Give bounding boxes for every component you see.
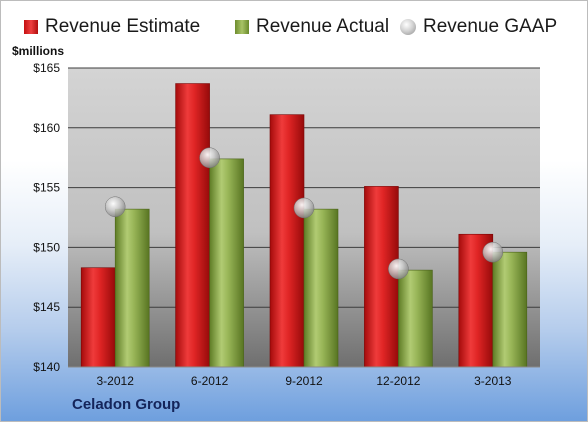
bars: [80, 83, 528, 368]
y-tick-label: $150: [33, 240, 60, 254]
bar-actual: [209, 158, 244, 368]
x-axis-ticks: 3-2012 6-2012 9-2012 12-2012 3-2013: [97, 374, 512, 388]
legend-swatch-actual: [235, 20, 249, 34]
x-tick-label: 3-2012: [97, 374, 135, 388]
gaap-marker: [199, 147, 220, 168]
legend-item-estimate: Revenue Estimate: [24, 14, 200, 40]
y-tick-label: $155: [33, 181, 60, 195]
bar-estimate: [175, 83, 210, 368]
bar-actual: [114, 208, 150, 368]
x-tick-label: 3-2013: [474, 374, 512, 388]
x-tick-label: 9-2012: [285, 374, 323, 388]
legend-swatch-estimate: [24, 20, 38, 34]
gaap-marker: [293, 197, 315, 219]
legend-item-gaap: Revenue GAAP: [400, 14, 557, 40]
y-tick-label: $145: [33, 300, 60, 314]
legend-label-actual: Revenue Actual: [256, 16, 390, 37]
legend-marker-gaap: [400, 19, 416, 35]
legend-item-actual: Revenue Actual: [235, 14, 389, 40]
gaap-markers: [104, 147, 504, 280]
y-tick-label: $165: [33, 61, 60, 75]
gaap-marker: [482, 241, 504, 263]
bar-actual: [303, 208, 339, 368]
x-tick-label: 12-2012: [376, 374, 420, 388]
gaap-marker: [104, 196, 126, 217]
legend-label-estimate: Revenue Estimate: [45, 16, 201, 37]
bar-actual: [398, 269, 433, 368]
y-axis-ticks: $140 $145 $150 $155 $160 $165: [33, 61, 60, 374]
y-tick-label: $160: [33, 121, 60, 135]
company-name: Celadon Group: [72, 396, 181, 413]
gaap-marker: [388, 258, 409, 280]
y-tick-label: $140: [33, 360, 60, 374]
bar-actual: [492, 251, 528, 368]
bar-estimate: [80, 267, 116, 368]
bar-estimate: [269, 114, 305, 368]
y-axis-unit-label: $millions: [12, 44, 65, 58]
x-tick-label: 6-2012: [191, 374, 229, 388]
legend-label-gaap: Revenue GAAP: [423, 16, 558, 37]
legend: Revenue Estimate Revenue Actual Revenue …: [0, 14, 588, 40]
